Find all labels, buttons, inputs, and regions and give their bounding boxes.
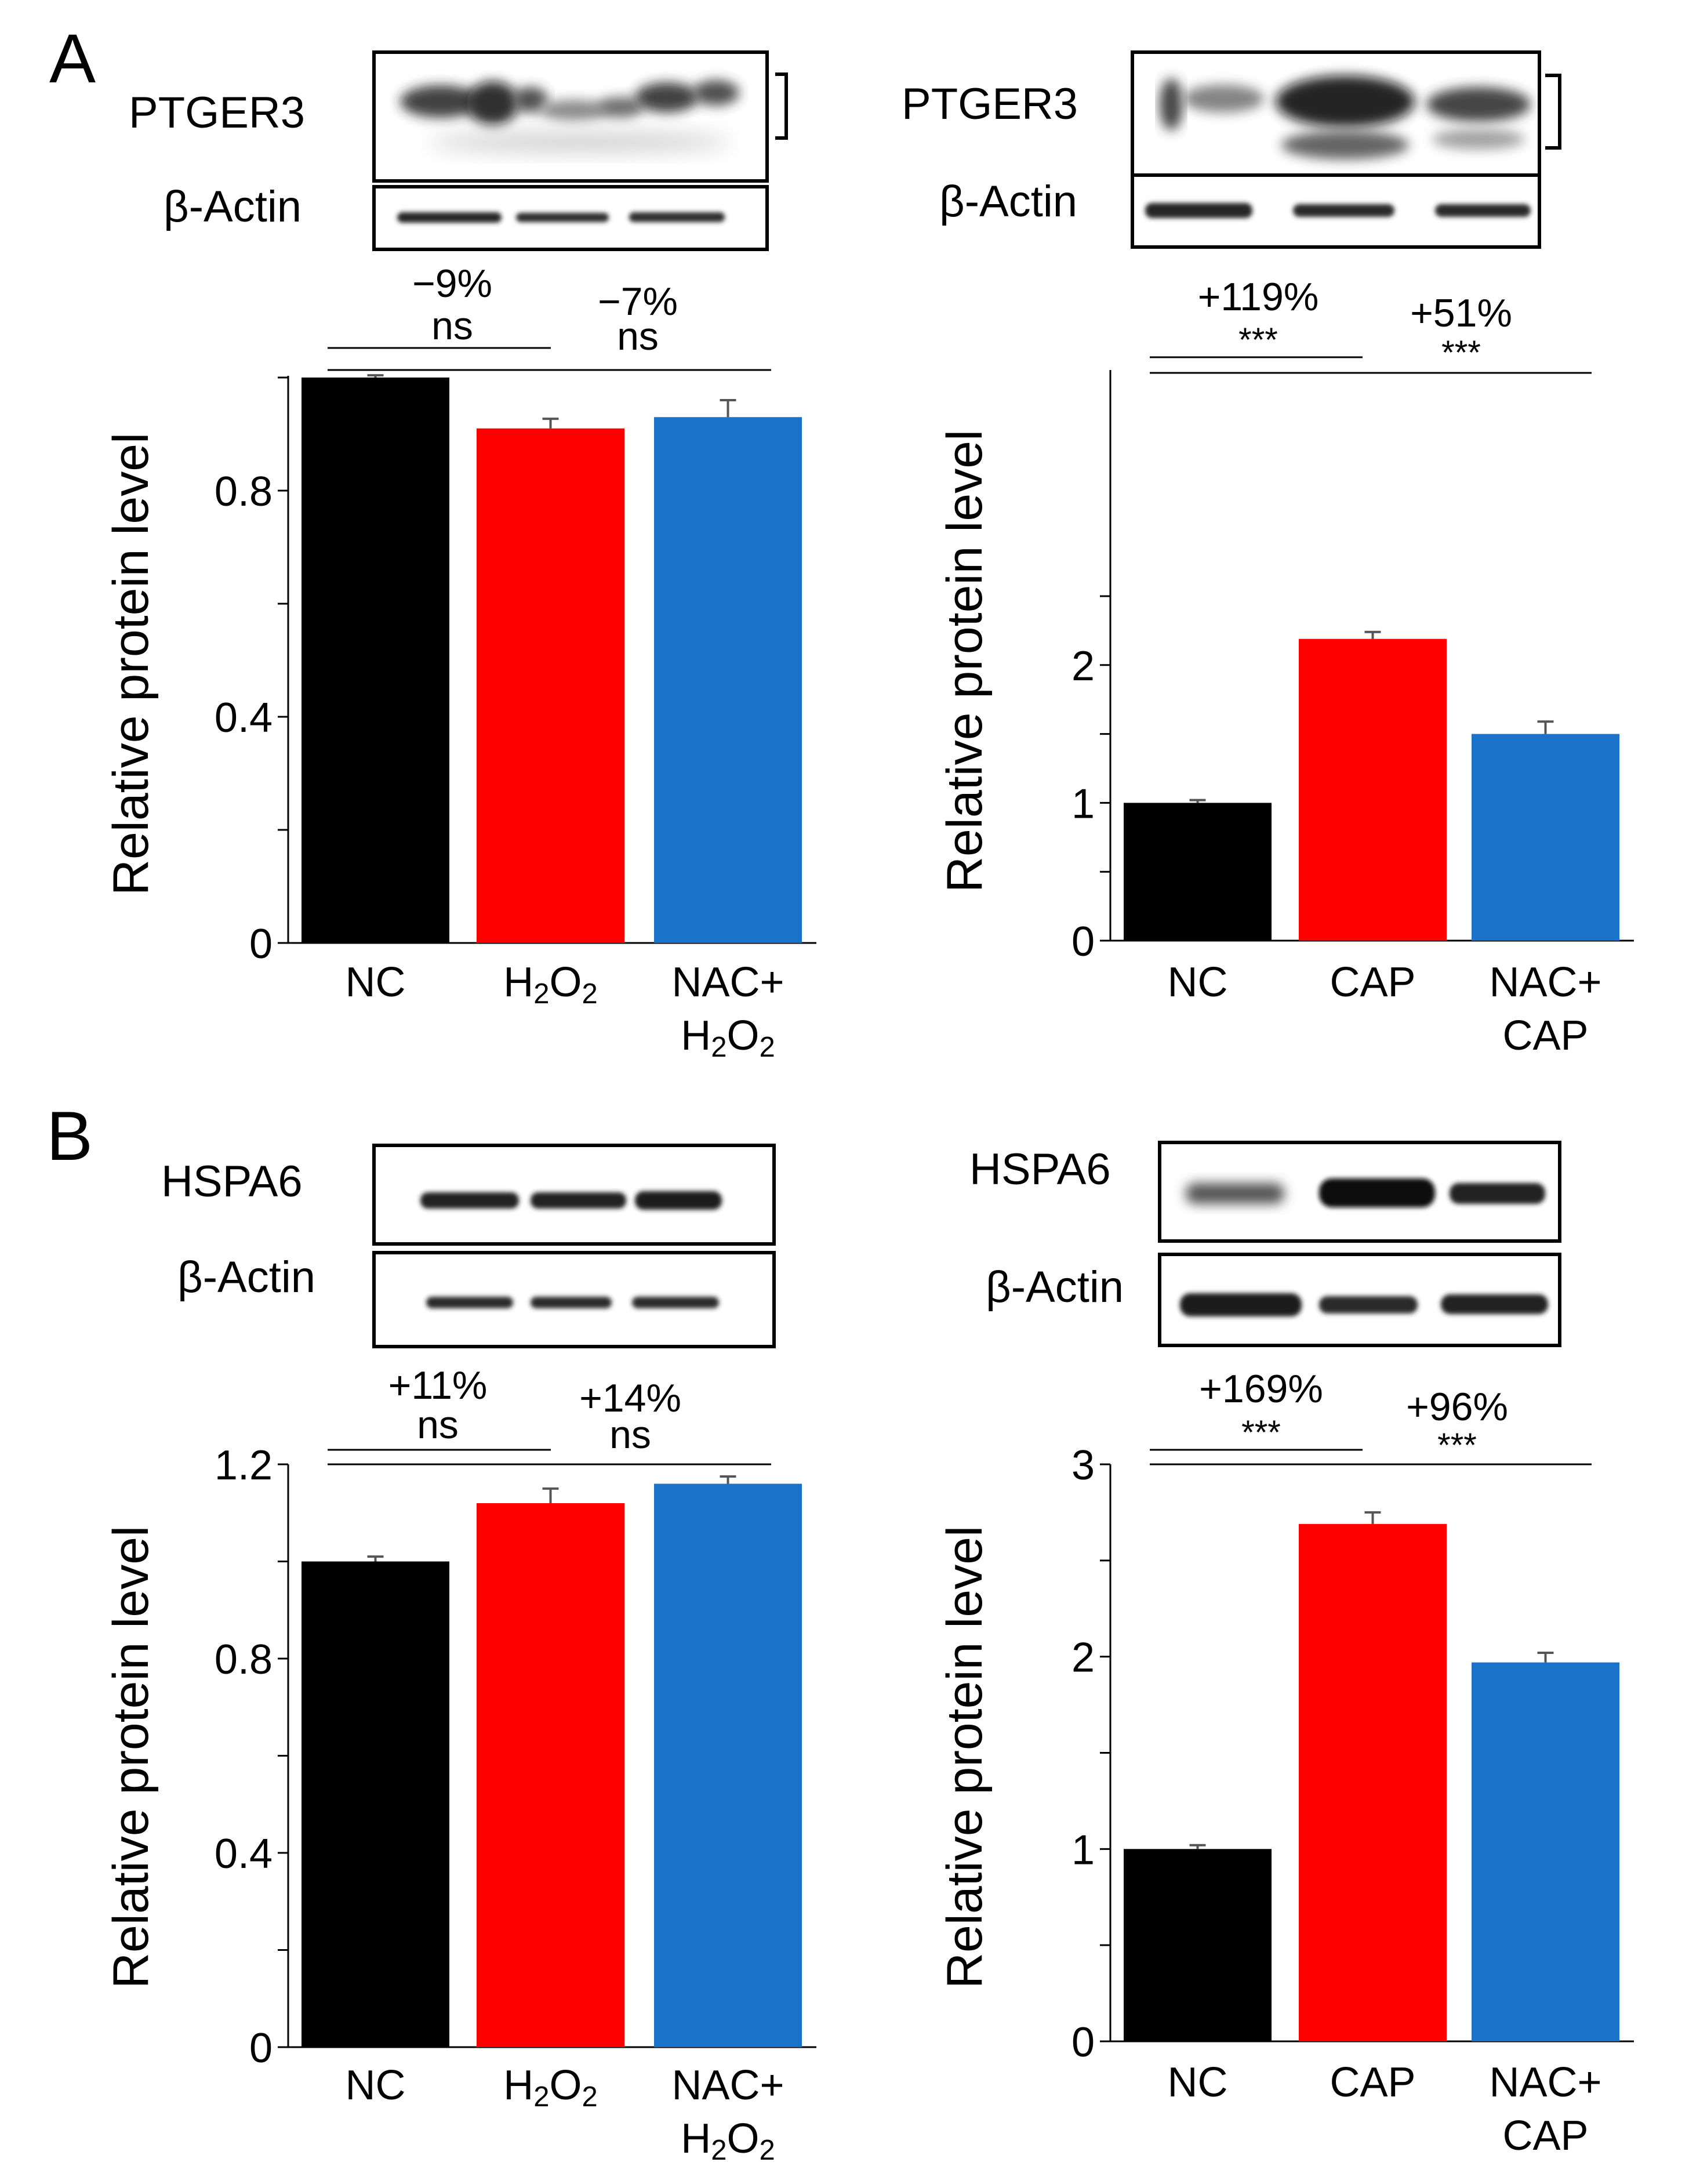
y-axis-label: Relative protein level	[103, 1526, 159, 1989]
actin-bands-b-right	[1180, 1293, 1548, 1316]
blot-a-right-target-label: PTGER3	[902, 79, 1078, 129]
significance-label: ns	[617, 314, 659, 358]
bar-cap	[1299, 638, 1447, 941]
y-tick-label: 0	[1071, 2019, 1095, 2066]
change-percent-label: +51%	[1410, 291, 1512, 335]
x-tick-label: CAP	[1330, 2059, 1415, 2106]
y-tick-label: 0	[249, 921, 273, 967]
significance-label: ***	[1241, 1414, 1281, 1452]
bar-nac-cap	[1472, 1662, 1619, 2041]
chart-b-left: 0 0.4 0.8 1.2 Relative protein level NC H2O2 NA…	[103, 1363, 816, 2166]
change-percent-label: −7%	[598, 280, 678, 324]
y-tick-label: 3	[1071, 1442, 1095, 1489]
hspa6-bands-b-right	[1186, 1178, 1545, 1207]
blot-b-right-loading-label: β-Actin	[986, 1262, 1124, 1312]
bar-cap	[1299, 1523, 1447, 2041]
blot-a-left: PTGER3 β-Actin	[129, 50, 788, 251]
bar-nc	[1124, 1849, 1272, 2041]
y-tick-label: 0.8	[215, 469, 273, 515]
y-tick-label: 0	[249, 2025, 273, 2071]
x-tick-label: NC	[1168, 959, 1228, 1006]
mw-bracket-a-right	[1545, 74, 1561, 150]
significance-label: ***	[1238, 321, 1278, 359]
panel-letter-b: B	[46, 1097, 93, 1175]
blot-b-right-target-label: HSPA6	[969, 1145, 1111, 1194]
x-tick-label: CAP	[1330, 959, 1415, 1006]
blot-b-right: HSPA6 β-Actin	[969, 1141, 1561, 1347]
x-tick-label: NC	[1168, 2059, 1228, 2106]
change-percent-label: +169%	[1199, 1367, 1323, 1411]
change-percent-label: +96%	[1406, 1385, 1508, 1429]
ptger3-bands-a-left	[400, 80, 739, 150]
significance-label: ns	[609, 1413, 651, 1457]
x-tick-label: H2O2	[681, 1013, 775, 1063]
bar-nc	[302, 378, 449, 943]
bar-nc	[1124, 803, 1272, 941]
x-tick-label: NAC+	[671, 2062, 784, 2109]
y-tick-label: 1	[1071, 1827, 1095, 1873]
change-percent-label: −9%	[412, 262, 492, 306]
significance-label: ns	[431, 304, 473, 348]
y-axis-label: Relative protein level	[103, 433, 159, 895]
blot-a-right: PTGER3 β-Actin	[902, 50, 1561, 249]
bar-nac-h2o2	[654, 417, 802, 943]
y-tick-label: 2	[1071, 643, 1095, 690]
bar-h2o2	[477, 428, 624, 943]
panel-letter-a: A	[49, 20, 96, 97]
x-tick-label: NAC+	[1489, 2059, 1601, 2106]
x-tick-label: CAP	[1502, 1013, 1588, 1059]
blot-a-right-loading-label: β-Actin	[939, 177, 1077, 226]
significance-label: ns	[417, 1403, 459, 1447]
y-tick-label: 0.4	[215, 695, 273, 741]
blot-b-left: HSPA6 β-Actin	[161, 1144, 776, 1348]
x-tick-label: H2O2	[681, 2116, 775, 2166]
y-tick-label: 0	[1071, 919, 1095, 965]
y-tick-label: 1	[1071, 781, 1095, 827]
hspa6-bands-b-left	[420, 1191, 722, 1210]
blot-b-left-loading-label: β-Actin	[177, 1253, 315, 1302]
actin-bands-b-left	[426, 1297, 719, 1308]
bar-h2o2	[477, 1503, 624, 2047]
x-tick-label: NAC+	[671, 959, 784, 1006]
change-percent-label: +119%	[1198, 275, 1319, 319]
bar-nac-cap	[1472, 734, 1619, 941]
x-tick-label: NAC+	[1489, 959, 1601, 1006]
y-tick-label: 0.8	[215, 1637, 273, 1683]
significance-label: ***	[1441, 334, 1481, 372]
x-tick-label: NC	[346, 2062, 406, 2109]
y-tick-label: 0.4	[215, 1831, 273, 1877]
chart-b-right: 0 1 2 3 Relative protein level NC CAP NAC+ CAP +1…	[937, 1367, 1634, 2159]
blot-a-left-loading-label: β-Actin	[164, 182, 302, 231]
actin-bands-a-right	[1145, 203, 1531, 218]
significance-label: ***	[1437, 1427, 1477, 1464]
actin-bands-a-left	[397, 212, 725, 223]
blot-a-left-target-label: PTGER3	[129, 88, 305, 137]
x-tick-label: CAP	[1502, 2113, 1588, 2159]
x-tick-label: H2O2	[503, 959, 598, 1010]
y-tick-label: 1.2	[215, 1442, 273, 1489]
bar-nac-h2o2	[654, 1483, 802, 2047]
y-axis-label: Relative protein level	[937, 1526, 993, 1989]
ptger3-bands-a-right	[1160, 75, 1531, 159]
change-percent-label: +14%	[579, 1376, 681, 1420]
chart-a-left: 0 0.4 0.8 Relative protein level NC H2O2 NAC+ H…	[103, 262, 816, 1063]
chart-a-right: 0 1 2 Relative protein level NC CAP NAC+ CAP +11…	[937, 275, 1634, 1059]
x-tick-label: NC	[346, 959, 406, 1006]
y-tick-label: 2	[1071, 1635, 1095, 1681]
change-percent-label: +11%	[388, 1363, 488, 1407]
mw-bracket-a-left	[775, 72, 788, 140]
x-tick-label: H2O2	[503, 2062, 598, 2113]
y-axis-label: Relative protein level	[937, 430, 993, 893]
bar-nc	[302, 1561, 449, 2047]
blot-b-left-target-label: HSPA6	[161, 1157, 303, 1206]
